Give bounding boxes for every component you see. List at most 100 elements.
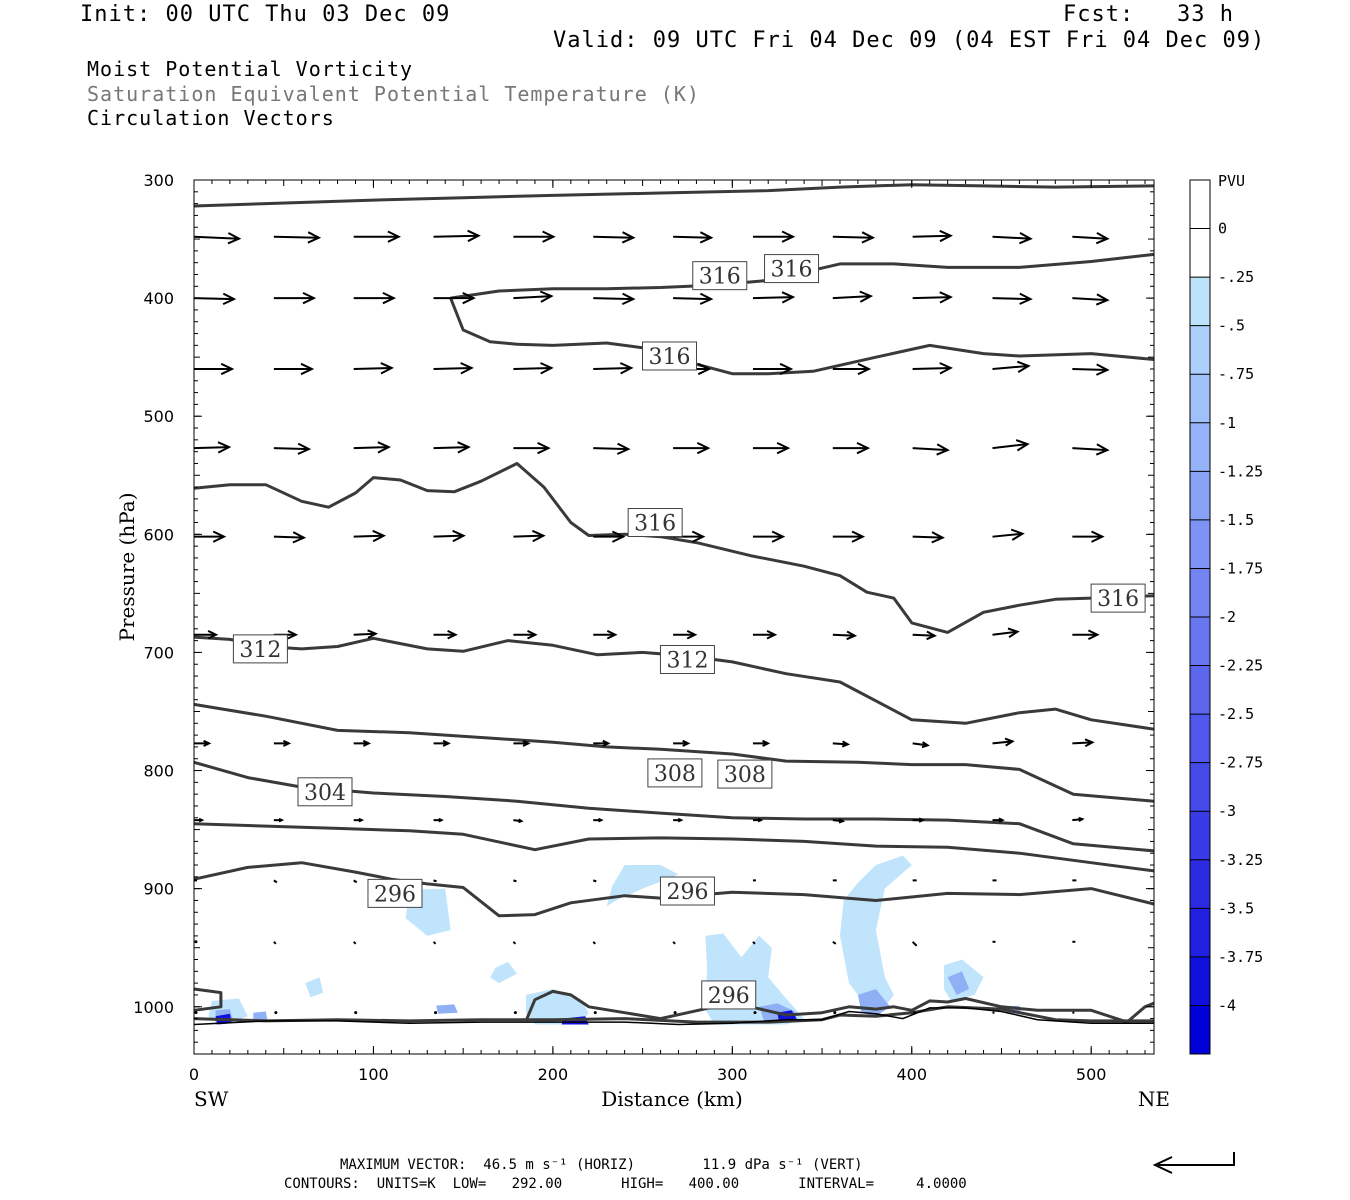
circulation-vector — [194, 1011, 198, 1015]
vector-arrowhead — [217, 441, 232, 454]
colorbar-level-label: -3.25 — [1218, 851, 1263, 869]
vector-arrowhead — [606, 629, 618, 640]
contour-label: 296 — [374, 882, 416, 907]
colorbar-swatch — [1190, 422, 1210, 472]
vector-arrowhead — [438, 817, 444, 823]
vector-arrowhead — [1019, 232, 1033, 245]
vector-arrowhead — [203, 739, 212, 747]
circulation-vector — [672, 941, 676, 945]
vector-arrowhead — [776, 441, 791, 455]
contour-info-note: CONTOURS: UNITS=K LOW= 292.00 HIGH= 400.… — [284, 1176, 967, 1192]
vector-arrowhead — [998, 817, 1005, 823]
vector-arrowhead — [537, 441, 551, 455]
vector-arrowhead — [926, 630, 937, 641]
reference-arrow-line — [1158, 1152, 1235, 1166]
vector-arrowhead — [1015, 439, 1030, 452]
colorbar-level-label: -1.5 — [1218, 511, 1254, 529]
contour-label: 308 — [724, 763, 766, 788]
circulation-vector — [911, 941, 918, 947]
vector-arrowhead — [207, 629, 219, 640]
vector-arrowhead — [939, 362, 953, 375]
x-tick-label: 0 — [189, 1065, 199, 1084]
vector-arrowhead — [1004, 737, 1015, 747]
theta-contour-line — [193, 1005, 1154, 1024]
circulation-vector — [832, 295, 871, 300]
contour-label-box — [701, 980, 757, 1010]
colorbar-level-label: 0 — [1218, 220, 1227, 238]
circulation-vector — [992, 443, 1028, 450]
contour-label: 316 — [649, 345, 691, 370]
contour-label: 312 — [239, 638, 281, 663]
colorbar-swatch — [1190, 714, 1210, 764]
colorbar-swatch — [1190, 665, 1210, 715]
colorbar-title: PVU — [1218, 172, 1245, 190]
vector-arrowhead — [762, 739, 771, 747]
colorbar-swatch — [1190, 277, 1210, 327]
theta-contour-line — [524, 989, 1155, 1024]
contour-label: 296 — [666, 880, 708, 905]
circulation-vector — [592, 941, 596, 945]
vector-arrowhead — [838, 818, 846, 824]
vector-arrowhead — [1091, 530, 1105, 543]
vector-arrowhead — [300, 362, 315, 376]
sw-end-label: SW — [194, 1087, 229, 1111]
colorbar-level-label: -.25 — [1218, 268, 1254, 286]
vector-arrowhead — [841, 740, 851, 748]
valid-time: Valid: 09 UTC Fri 04 Dec 09 (04 EST Fri … — [553, 28, 1266, 53]
vector-arrowhead — [781, 291, 796, 304]
colorbar-swatch — [1190, 1005, 1210, 1055]
y-tick-label: 800 — [143, 762, 174, 781]
circulation-vector — [434, 1011, 438, 1015]
circulation-vector — [353, 632, 376, 636]
colorbar-level-label: -4 — [1218, 996, 1236, 1014]
vector-arrowhead — [856, 441, 871, 455]
vector-arrowhead — [287, 629, 299, 640]
vector-arrowhead — [278, 817, 285, 823]
circulation-vector — [832, 633, 855, 637]
circulation-vector — [1072, 297, 1108, 302]
circulation-vector — [433, 534, 464, 538]
field-title-mpv: Moist Potential Vorticity — [87, 57, 414, 81]
circulation-vector — [832, 940, 837, 945]
theta-contour-line — [193, 702, 1155, 803]
mpv-shade-region — [305, 977, 324, 998]
circulation-vector — [273, 447, 309, 451]
vector-arrowhead — [857, 362, 872, 376]
circulation-vector — [912, 296, 951, 300]
circulation-vector — [353, 534, 384, 538]
theta-contours — [193, 183, 1155, 1024]
circulation-vector — [193, 446, 230, 450]
circulation-vector — [912, 447, 948, 452]
circulation-vector — [1072, 741, 1093, 745]
vector-arrowhead — [846, 630, 858, 641]
vector-arrowhead — [859, 290, 874, 303]
vector-arrowhead — [699, 231, 714, 244]
contour-label: 308 — [654, 762, 696, 787]
vector-arrowhead — [387, 230, 402, 243]
colorbar-level-label: -3 — [1218, 802, 1236, 820]
mpv-shading — [208, 855, 1022, 1025]
vector-arrowhead — [682, 739, 691, 747]
vector-arrowhead — [222, 292, 237, 306]
circulation-vector — [513, 366, 552, 370]
vector-arrowhead — [542, 230, 556, 243]
theta-contour-line — [193, 183, 1155, 208]
circulation-vector — [752, 941, 756, 945]
vector-arrowhead — [1007, 627, 1020, 638]
vector-arrowhead — [212, 530, 227, 543]
vector-arrowhead — [697, 362, 712, 376]
contour-label: 304 — [304, 781, 346, 806]
colorbar-level-label: -.75 — [1218, 365, 1254, 383]
y-tick-label: 400 — [143, 289, 174, 308]
circulation-vector — [513, 295, 552, 300]
circulation-vector — [513, 534, 544, 538]
x-tick-label: 300 — [717, 1065, 748, 1084]
vector-arrowhead — [1019, 292, 1033, 305]
contour-label-box — [647, 758, 703, 788]
vector-arrowhead — [377, 441, 392, 454]
circulation-vector — [752, 296, 793, 300]
circulation-vector — [194, 940, 198, 944]
contour-label: 312 — [666, 649, 708, 674]
colorbar-level-label: -2 — [1218, 608, 1236, 626]
